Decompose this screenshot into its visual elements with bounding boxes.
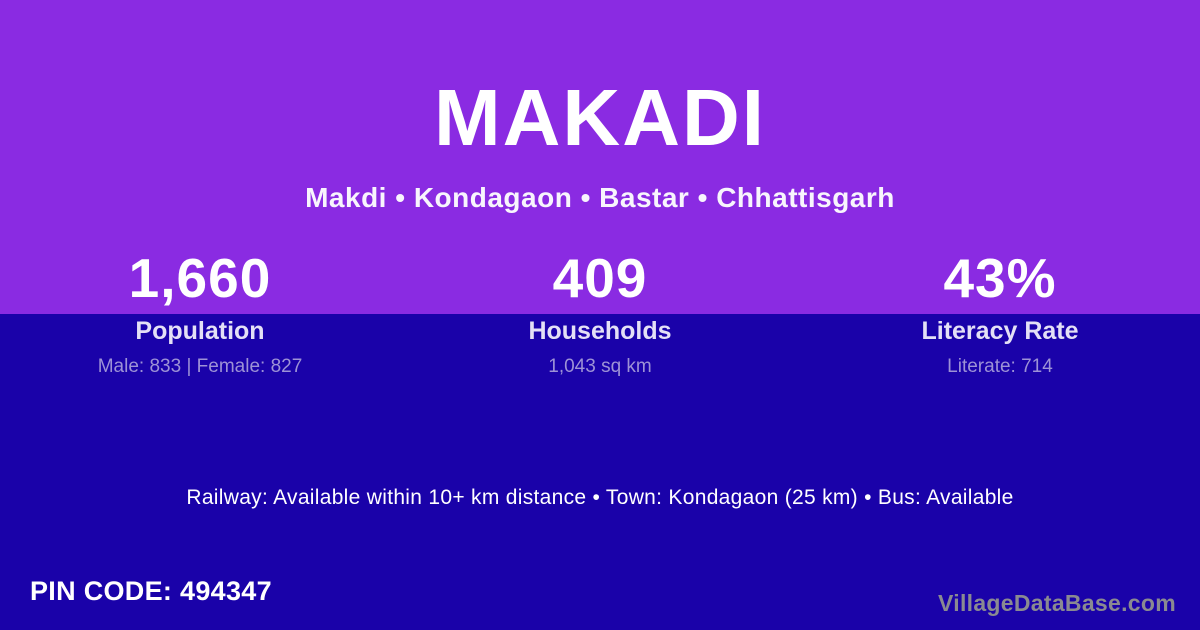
- literacy-label: Literacy Rate: [921, 317, 1079, 346]
- population-value: 1,660: [128, 247, 272, 309]
- population-detail: Male: 833 | Female: 827: [97, 355, 303, 377]
- village-title: MAKADI: [434, 73, 766, 162]
- stat-households: 409 Households 1,043 sq km: [400, 247, 800, 378]
- breadcrumb: Makdi • Kondagaon • Bastar • Chhattisgar…: [305, 182, 895, 213]
- households-value: 409: [552, 247, 648, 309]
- pin-code-label: PIN CODE: 494347: [30, 576, 272, 606]
- watermark-site-name: VillageDataBase.com: [938, 590, 1176, 616]
- purple-header-band: [0, 0, 1200, 314]
- households-detail: 1,043 sq km: [548, 355, 652, 377]
- literacy-value: 43%: [943, 247, 1057, 309]
- blue-body-band: [0, 314, 1200, 630]
- transport-info-line: Railway: Available within 10+ km distanc…: [186, 486, 1014, 509]
- households-label: Households: [528, 317, 672, 346]
- stat-population: 1,660 Population Male: 833 | Female: 827: [0, 247, 400, 378]
- stat-literacy: 43% Literacy Rate Literate: 714: [800, 247, 1200, 378]
- population-label: Population: [135, 317, 265, 346]
- literacy-detail: Literate: 714: [947, 355, 1053, 377]
- stats-row: 1,660 Population Male: 833 | Female: 827…: [0, 247, 1200, 378]
